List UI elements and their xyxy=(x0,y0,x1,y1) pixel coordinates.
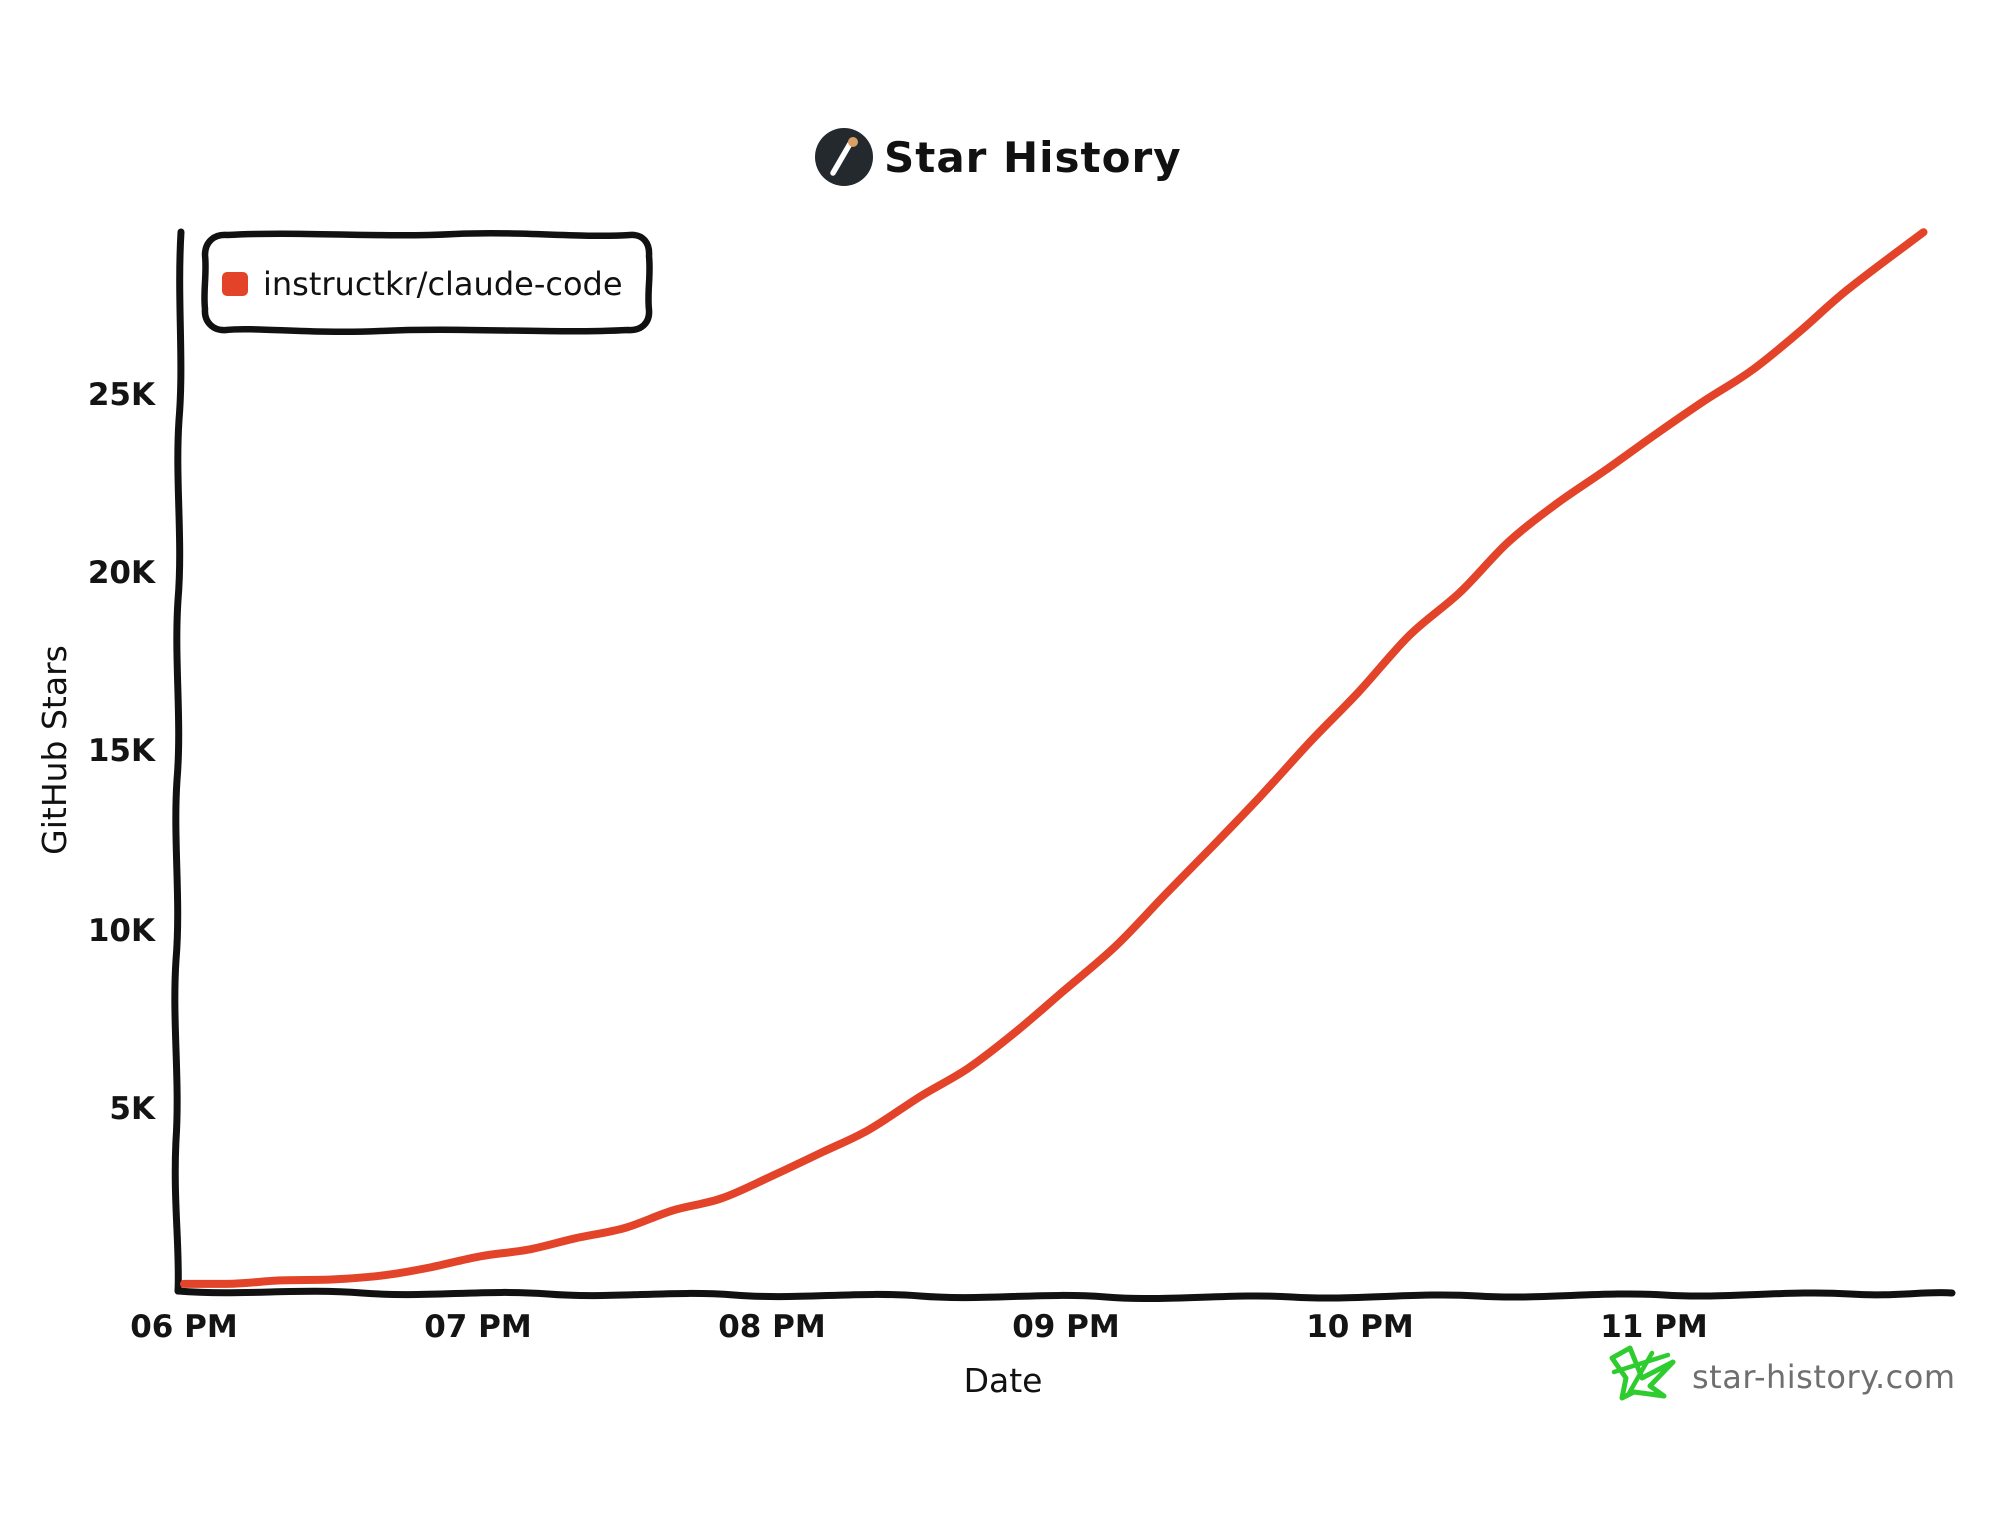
x-tick-label: 07 PM xyxy=(424,1309,532,1345)
y-tick-label: 5K xyxy=(109,1091,156,1127)
y-tick-label: 10K xyxy=(88,913,156,949)
x-axis-tick-labels: 06 PM 07 PM 08 PM 09 PM 10 PM 11 PM xyxy=(130,1309,1708,1345)
y-tick-label: 20K xyxy=(88,555,156,591)
x-axis-line xyxy=(174,1287,1956,1303)
y-axis-title: GitHub Stars xyxy=(35,645,74,855)
y-axis-line xyxy=(171,228,185,1295)
x-tick-label: 09 PM xyxy=(1012,1309,1120,1345)
legend-box[interactable]: instructkr/claude-code xyxy=(201,230,653,335)
star-history-logo-icon xyxy=(815,128,873,186)
x-tick-label: 08 PM xyxy=(718,1309,826,1345)
series-line-instructkr-claude-code xyxy=(180,228,1928,1288)
chart-title-group: Star History xyxy=(815,128,1182,186)
y-axis-tick-labels: 25K 20K 15K 10K 5K xyxy=(88,377,156,1127)
page-title: Star History xyxy=(884,133,1182,182)
legend-color-swatch xyxy=(222,272,248,296)
series-line-group xyxy=(180,228,1928,1288)
green-star-icon xyxy=(1609,1345,1676,1401)
legend-border xyxy=(201,230,653,335)
x-tick-label: 11 PM xyxy=(1600,1309,1708,1345)
y-tick-label: 15K xyxy=(88,733,156,769)
watermark[interactable]: star-history.com xyxy=(1609,1345,1956,1401)
watermark-label: star-history.com xyxy=(1692,1358,1956,1396)
legend-label: instructkr/claude-code xyxy=(263,265,623,303)
y-tick-label: 25K xyxy=(88,377,156,413)
x-axis-title: Date xyxy=(964,1361,1043,1400)
x-tick-label: 06 PM xyxy=(130,1309,238,1345)
axis-lines xyxy=(171,228,1956,1303)
x-tick-label: 10 PM xyxy=(1306,1309,1414,1345)
